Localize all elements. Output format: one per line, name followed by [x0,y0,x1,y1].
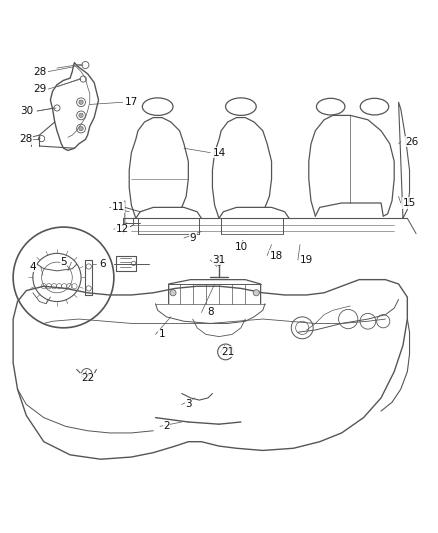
Text: 14: 14 [212,148,226,158]
Text: 3: 3 [185,399,192,409]
Text: 8: 8 [207,308,214,318]
Text: 31: 31 [212,255,226,265]
Text: 22: 22 [81,373,94,383]
Text: 6: 6 [99,260,106,269]
Circle shape [253,290,259,296]
Text: 15: 15 [403,198,416,208]
Circle shape [170,290,176,296]
Text: 18: 18 [269,251,283,261]
Text: 17: 17 [125,97,138,107]
Text: 30: 30 [20,106,33,116]
Circle shape [79,113,83,118]
Text: 21: 21 [221,347,234,357]
Circle shape [79,100,83,104]
Text: 9: 9 [189,233,196,243]
Text: 29: 29 [33,84,46,94]
Text: 26: 26 [405,136,418,147]
Text: 19: 19 [300,255,313,265]
Circle shape [79,126,83,131]
Text: 10: 10 [234,242,247,252]
Text: 28: 28 [20,134,33,144]
Text: 5: 5 [60,257,67,267]
Text: 2: 2 [163,422,170,431]
Text: 12: 12 [116,224,129,235]
Text: 11: 11 [112,203,125,212]
Text: 1: 1 [159,329,166,340]
Text: 4: 4 [29,262,36,271]
Text: 28: 28 [33,67,46,77]
